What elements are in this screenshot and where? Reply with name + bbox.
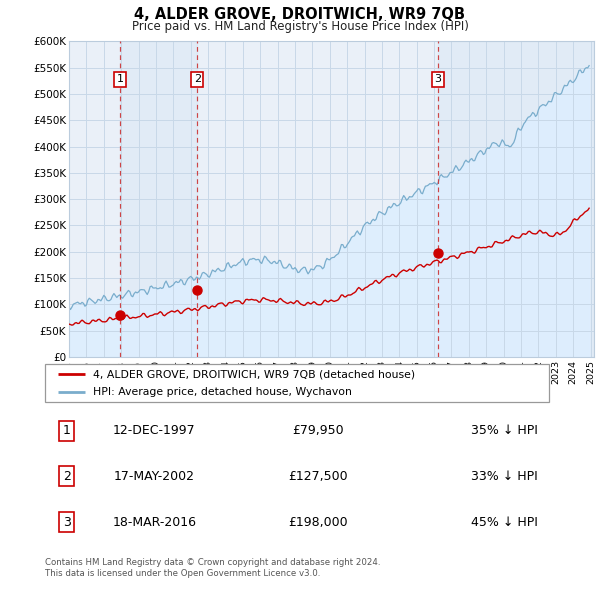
Text: £127,500: £127,500 [288, 470, 348, 483]
Text: 1: 1 [117, 74, 124, 84]
Text: This data is licensed under the Open Government Licence v3.0.: This data is licensed under the Open Gov… [45, 569, 320, 578]
Text: 35% ↓ HPI: 35% ↓ HPI [471, 424, 538, 437]
Text: 4, ALDER GROVE, DROITWICH, WR9 7QB (detached house): 4, ALDER GROVE, DROITWICH, WR9 7QB (deta… [93, 369, 415, 379]
Bar [120, 41, 197, 357]
Text: 2: 2 [63, 470, 71, 483]
Text: 17-MAY-2002: 17-MAY-2002 [114, 470, 194, 483]
Text: 1: 1 [63, 424, 71, 437]
Text: HPI: Average price, detached house, Wychavon: HPI: Average price, detached house, Wych… [93, 387, 352, 397]
Text: 4, ALDER GROVE, DROITWICH, WR9 7QB: 4, ALDER GROVE, DROITWICH, WR9 7QB [134, 7, 466, 22]
Text: £79,950: £79,950 [292, 424, 344, 437]
Text: Contains HM Land Registry data © Crown copyright and database right 2024.: Contains HM Land Registry data © Crown c… [45, 558, 380, 566]
Text: 18-MAR-2016: 18-MAR-2016 [112, 516, 196, 529]
Text: £198,000: £198,000 [288, 516, 348, 529]
Text: 3: 3 [63, 516, 71, 529]
Text: 12-DEC-1997: 12-DEC-1997 [113, 424, 196, 437]
Text: 3: 3 [434, 74, 441, 84]
Text: Price paid vs. HM Land Registry's House Price Index (HPI): Price paid vs. HM Land Registry's House … [131, 20, 469, 33]
Text: 2: 2 [194, 74, 201, 84]
Text: 33% ↓ HPI: 33% ↓ HPI [471, 470, 538, 483]
Text: 45% ↓ HPI: 45% ↓ HPI [471, 516, 538, 529]
Bar [438, 41, 594, 357]
